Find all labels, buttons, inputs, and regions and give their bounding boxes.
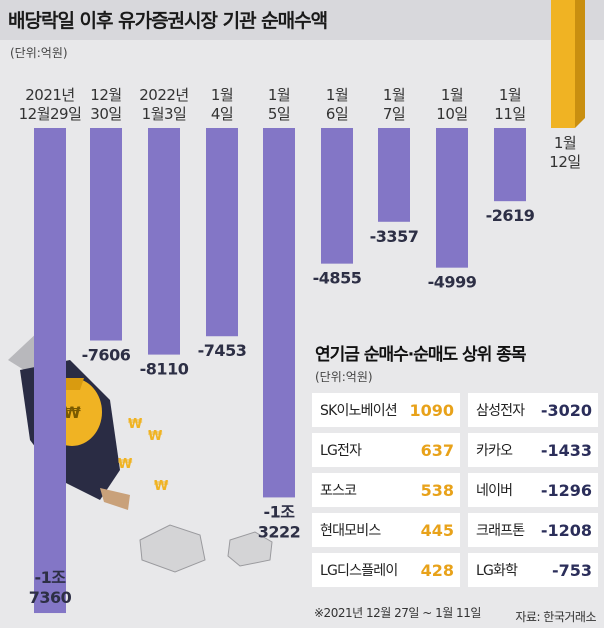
buy-row-3: 현대모비스 445 bbox=[312, 513, 460, 547]
date-label-6-1: 7일 bbox=[383, 105, 405, 123]
sell-row-4: LG화학 -753 bbox=[468, 553, 598, 587]
chart-unit: (단위:억원) bbox=[10, 46, 68, 60]
date-label-7-0: 1월 bbox=[441, 86, 463, 104]
buy-stock-name: 현대모비스 bbox=[320, 523, 381, 539]
bar-5 bbox=[321, 128, 353, 264]
value-label-3-0: -7453 bbox=[198, 341, 247, 360]
buy-stock-name: SK이노베이션 bbox=[320, 403, 398, 419]
date-label-5-1: 6일 bbox=[326, 105, 348, 123]
value-label-2-0: -8110 bbox=[140, 360, 189, 379]
date-label-2-0: 2022년 bbox=[139, 86, 188, 104]
date-label-7-1: 10일 bbox=[436, 105, 467, 123]
date-label-5-0: 1월 bbox=[326, 86, 348, 104]
sell-row-2: 네이버 -1296 bbox=[468, 473, 598, 507]
buy-stock-value: 428 bbox=[420, 560, 454, 580]
footnote: ※2021년 12월 27일 ~ 1월 11일 bbox=[314, 606, 481, 620]
bar-8 bbox=[494, 128, 526, 202]
svg-text:₩: ₩ bbox=[148, 429, 163, 444]
date-label-8-1: 11일 bbox=[494, 105, 525, 123]
date-label-3-0: 1월 bbox=[211, 86, 233, 104]
bar-2 bbox=[148, 128, 180, 355]
date-label-3-1: 4일 bbox=[211, 105, 233, 123]
value-label-4-0: -1조 bbox=[264, 502, 296, 521]
date-label-1-1: 30일 bbox=[90, 105, 121, 123]
bar-6 bbox=[378, 128, 410, 222]
value-label-0-0: -1조 bbox=[35, 568, 67, 587]
svg-text:₩: ₩ bbox=[63, 403, 81, 422]
buy-stock-value: 538 bbox=[420, 480, 454, 500]
sell-stock-value: -753 bbox=[551, 560, 592, 580]
buy-stock-value: 445 bbox=[420, 520, 454, 540]
sell-stock-name: 카카오 bbox=[476, 443, 513, 459]
source-note: 자료: 한국거래소 bbox=[515, 610, 596, 624]
sell-stock-value: -1296 bbox=[540, 480, 592, 500]
date-label-6-0: 1월 bbox=[383, 86, 405, 104]
sell-stock-name: 삼성전자 bbox=[476, 403, 525, 419]
date-label-0-1: 12월29일 bbox=[19, 105, 82, 123]
labels-group: -1조73602021년12월29일-760612월30일-81102022년1… bbox=[19, 86, 582, 607]
title-band bbox=[0, 0, 604, 40]
sell-stock-value: -1208 bbox=[540, 520, 592, 540]
bar-0 bbox=[34, 128, 66, 614]
svg-text:₩: ₩ bbox=[128, 417, 143, 432]
buy-stock-value: 1090 bbox=[409, 400, 454, 420]
table-unit: (단위:억원) bbox=[315, 370, 373, 384]
value-label-0-1: 7360 bbox=[29, 588, 72, 607]
svg-text:₩: ₩ bbox=[154, 479, 169, 494]
date-label-2-1: 1월3일 bbox=[142, 105, 187, 123]
value-label-6-0: -3357 bbox=[370, 227, 419, 246]
buy-row-1: LG전자 637 bbox=[312, 433, 460, 467]
date-label-9-1: 12일 bbox=[549, 153, 580, 171]
buy-stock-name: LG디스플레이 bbox=[320, 563, 398, 579]
bar-1 bbox=[90, 128, 122, 341]
sell-stock-name: LG화학 bbox=[476, 563, 518, 579]
bar-9 bbox=[551, 0, 575, 128]
buy-stock-value: 637 bbox=[420, 440, 454, 460]
sell-row-0: 삼성전자 -3020 bbox=[468, 393, 598, 427]
value-label-1-0: -7606 bbox=[82, 346, 131, 365]
table-title: 연기금 순매수·순매도 상위 종목 bbox=[315, 345, 527, 365]
value-label-8-0: -2619 bbox=[486, 206, 535, 225]
buy-stock-name: 포스코 bbox=[320, 483, 357, 499]
buy-row-2: 포스코 538 bbox=[312, 473, 460, 507]
svg-text:₩: ₩ bbox=[118, 457, 133, 472]
bar-7 bbox=[436, 128, 468, 268]
buy-stock-name: LG전자 bbox=[320, 443, 362, 459]
sell-stock-value: -3020 bbox=[540, 400, 592, 420]
sell-row-3: 크래프톤 -1208 bbox=[468, 513, 598, 547]
date-label-4-1: 5일 bbox=[268, 105, 290, 123]
sell-row-1: 카카오 -1433 bbox=[468, 433, 598, 467]
bar-fold-9 bbox=[575, 0, 585, 128]
date-label-0-0: 2021년 bbox=[25, 86, 74, 104]
date-label-1-0: 12월 bbox=[90, 86, 121, 104]
value-label-7-0: -4999 bbox=[428, 273, 477, 292]
buy-row-4: LG디스플레이 428 bbox=[312, 553, 460, 587]
buy-row-0: SK이노베이션 1090 bbox=[312, 393, 460, 427]
sell-stock-value: -1433 bbox=[540, 440, 592, 460]
value-label-5-0: -4855 bbox=[313, 269, 362, 288]
date-label-9-0: 1월 bbox=[554, 134, 576, 152]
date-label-4-0: 1월 bbox=[268, 86, 290, 104]
sell-stock-name: 크래프톤 bbox=[476, 523, 525, 539]
value-label-4-1: 3222 bbox=[258, 522, 301, 541]
bar-4 bbox=[263, 128, 295, 498]
date-label-8-0: 1월 bbox=[499, 86, 521, 104]
sell-stock-name: 네이버 bbox=[476, 483, 513, 499]
chart-title: 배당락일 이후 유가증권시장 기관 순매수액 bbox=[8, 10, 328, 32]
bar-3 bbox=[206, 128, 238, 337]
bars-group bbox=[34, 0, 585, 614]
